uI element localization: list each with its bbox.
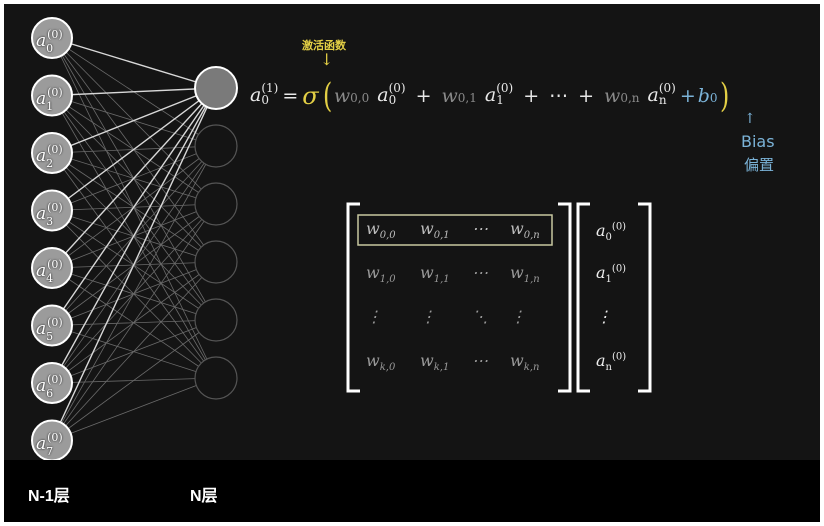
right-bracket-vector [638, 202, 652, 393]
lhs-activation: a (1) 0 [250, 81, 279, 107]
bias-term: b0 [697, 85, 718, 107]
sigma-function: σ [302, 82, 319, 110]
open-paren: ( [322, 76, 332, 116]
caption-bar [4, 460, 820, 522]
current-layer-label: N层 [190, 488, 218, 505]
activation-function-label: 激活函数 [302, 39, 346, 52]
input-neuron-label: a6(0) [36, 373, 63, 400]
matrix-cell: ⋮ [420, 307, 436, 326]
input-neuron-label: a0(0) [36, 28, 63, 55]
input-neuron [31, 189, 73, 232]
output-neuron [194, 124, 238, 168]
bias-label-en: Bias [741, 132, 775, 151]
plus-sign: + [415, 85, 432, 107]
connection-line [51, 87, 217, 384]
output-neuron [194, 356, 238, 400]
connection-line [51, 87, 217, 212]
term-activation-0: a (0) 0 [377, 81, 406, 107]
diagram-frame: a0(0) a1(0) a2(0) a3(0) a4(0) a5(0) a6(0) a7(0)… [4, 4, 820, 522]
bias-label-zh: 偏置 [744, 156, 775, 174]
bias-plus-sign: + [679, 85, 696, 107]
vector-cell: ⋮ [596, 307, 612, 326]
matrix-cell: w0,n [510, 219, 540, 242]
output-neuron [194, 182, 238, 226]
term-activation-1: a (0) 1 [484, 81, 514, 107]
term-weight-1: w0,1 [441, 85, 477, 107]
matrix-cell: ⋯ [472, 263, 488, 282]
neuron-equation: a (1) 0 = σ ( w0,0 a (0) 0 + w0,1 a (0) 1 + ⋯ … [250, 76, 731, 116]
connection-line [51, 319, 217, 441]
previous-layer-label: N-1层 [28, 488, 70, 505]
connection-line [51, 87, 217, 97]
bias-arrow-icon: ↑ [744, 111, 756, 127]
matrix-cell: wk,1 [420, 351, 450, 374]
current-layer-nodes [194, 66, 238, 400]
equals-sign: = [282, 85, 299, 107]
matrix-cell: ⋮ [510, 307, 526, 326]
vector-cell: a1(0) [596, 263, 627, 286]
plus-sign: + [578, 85, 595, 107]
vector-cell: an(0) [596, 351, 627, 374]
vector-cell: a0(0) [596, 221, 627, 244]
input-neuron-label: a3(0) [36, 200, 63, 228]
input-neuron [31, 362, 73, 404]
input-neuron [31, 247, 73, 289]
connection-line [51, 37, 217, 89]
right-bracket-weights [558, 202, 572, 393]
term-weight-0: w0,0 [333, 85, 370, 107]
matrix-cell: wk,0 [366, 351, 396, 374]
ellipsis: ⋯ [549, 85, 569, 107]
input-neuron-label: a2(0) [36, 143, 63, 170]
matrix-cell: ⋯ [472, 351, 488, 370]
output-neuron [194, 240, 238, 284]
neural-network-graph [31, 17, 238, 462]
highlight-row-box [357, 214, 553, 246]
matrix-brackets [346, 202, 652, 393]
output-neuron-active [194, 66, 238, 110]
matrix-cell: w1,1 [420, 263, 450, 286]
matrix-cell: ⋮ [366, 307, 382, 326]
left-bracket-weights [346, 202, 360, 393]
input-neuron-label: a5(0) [36, 315, 63, 343]
input-neuron-label: a4(0) [36, 258, 63, 285]
input-neuron [31, 17, 73, 59]
input-neuron [31, 304, 73, 347]
matrix-cell: w1,n [510, 263, 540, 286]
connection-line [51, 87, 217, 154]
previous-layer-nodes [31, 17, 73, 462]
matrix-cell: w0,1 [420, 219, 450, 242]
plus-sign: + [523, 85, 540, 107]
output-neuron [194, 298, 238, 342]
connection-line [51, 377, 217, 441]
connection-line [51, 203, 217, 441]
matrix-cell: wk,n [510, 351, 540, 374]
connection-line [51, 261, 217, 441]
left-bracket-vector [576, 202, 590, 393]
term-weight-n: w0,n [604, 85, 640, 107]
input-neuron-label: a7(0) [36, 430, 63, 458]
connection-line [51, 87, 217, 441]
matrix-cell: w1,0 [366, 263, 396, 286]
matrix-cell: w0,0 [366, 219, 396, 242]
matrix-cell: ⋱ [472, 307, 488, 326]
input-neuron [31, 132, 73, 174]
input-neuron-label: a1(0) [36, 85, 63, 113]
term-activation-n: a (0) n [647, 81, 676, 107]
connection-line [51, 87, 217, 326]
activation-arrow-icon: ↓ [320, 50, 334, 69]
connection-line [51, 87, 217, 269]
connection-line [51, 145, 217, 441]
close-paren: ) [719, 76, 729, 116]
input-neuron [31, 74, 73, 117]
matrix-cell: ⋯ [472, 219, 488, 238]
connection-lines [51, 37, 217, 441]
